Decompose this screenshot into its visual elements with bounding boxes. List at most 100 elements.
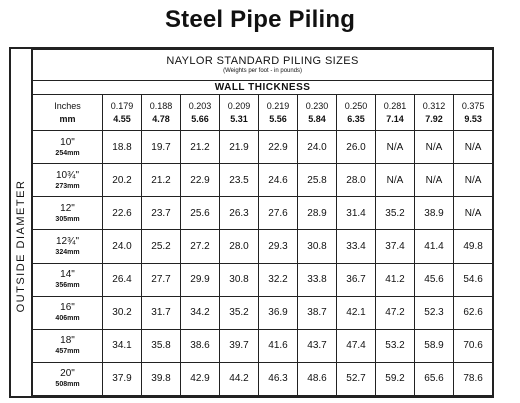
thickness-inches: 0.375 xyxy=(461,100,485,111)
weight-cell: 41.2 xyxy=(375,262,415,297)
weight-cell: 52.3 xyxy=(414,295,454,330)
weight-cell: 24.0 xyxy=(297,130,337,165)
diameter-inches: 12" xyxy=(60,202,75,214)
outside-diameter-cell: 10¾" 273mm xyxy=(32,163,103,198)
weight-cell: 36.7 xyxy=(336,262,376,297)
weight-cell: 20.2 xyxy=(102,163,142,198)
caption-row: NAYLOR STANDARD PILING SIZES (Weights pe… xyxy=(31,48,494,82)
weight-cell: 38.9 xyxy=(414,196,454,231)
weight-cell: 26.3 xyxy=(219,196,259,231)
thickness-inches: 0.230 xyxy=(305,100,329,111)
weight-cell: 30.8 xyxy=(297,229,337,264)
weight-cell: 26.0 xyxy=(336,130,376,165)
weight-cell: 47.2 xyxy=(375,295,415,330)
weight-cell: 27.7 xyxy=(141,262,181,297)
weight-cell: 48.6 xyxy=(297,361,337,397)
thickness-header-cell: 0.203 5.66 xyxy=(180,94,220,132)
thickness-header-cell: 0.230 5.84 xyxy=(297,94,337,132)
weight-cell: 43.7 xyxy=(297,328,337,363)
thickness-mm: 5.66 xyxy=(191,113,209,124)
weight-cell: 41.6 xyxy=(258,328,298,363)
weight-cell: 53.2 xyxy=(375,328,415,363)
weight-cell: 42.1 xyxy=(336,295,376,330)
weight-cell: 23.5 xyxy=(219,163,259,198)
weight-cell: 36.9 xyxy=(258,295,298,330)
weight-cell: N/A xyxy=(375,163,415,198)
weight-cell: 54.6 xyxy=(452,262,494,297)
outside-diameter-cell: 10" 254mm xyxy=(32,130,103,165)
thickness-header-row: Inches mm 0.179 4.55 0.188 4.78 0.203 5.66 0.2… xyxy=(32,94,494,132)
weight-cell: 27.2 xyxy=(180,229,220,264)
table-row: 18" 457mm 34.1 35.8 38.6 39.7 41.6 43.7 47.4 53.2… xyxy=(32,328,494,363)
thickness-mm: 4.78 xyxy=(152,113,170,124)
weight-cell: 25.8 xyxy=(297,163,337,198)
weight-cell: 25.6 xyxy=(180,196,220,231)
weight-cell: 58.9 xyxy=(414,328,454,363)
thickness-header-cell: 0.179 4.55 xyxy=(102,94,142,132)
table-subcaption: (Weights per foot - in pounds) xyxy=(223,68,303,75)
weight-cell: 45.6 xyxy=(414,262,454,297)
diameter-mm: 356mm xyxy=(55,282,80,290)
weight-cell: N/A xyxy=(452,130,494,165)
thickness-header-cell: 0.209 5.31 xyxy=(219,94,259,132)
thickness-header-cell: 0.188 4.78 xyxy=(141,94,181,132)
weight-cell: 30.2 xyxy=(102,295,142,330)
thickness-mm: 5.84 xyxy=(308,113,326,124)
thickness-inches: 0.203 xyxy=(188,100,212,111)
weight-cell: 37.4 xyxy=(375,229,415,264)
weight-cell: 46.3 xyxy=(258,361,298,397)
weight-cell: 47.4 xyxy=(336,328,376,363)
weight-cell: 41.4 xyxy=(414,229,454,264)
weight-cell: 70.6 xyxy=(452,328,494,363)
weight-cell: 65.6 xyxy=(414,361,454,397)
weight-cell: 32.2 xyxy=(258,262,298,297)
weight-cell: 62.6 xyxy=(452,295,494,330)
diameter-inches: 18" xyxy=(60,335,75,347)
diameter-mm: 305mm xyxy=(55,215,80,223)
diameter-inches: 10" xyxy=(60,136,75,148)
weight-cell: 34.2 xyxy=(180,295,220,330)
weight-cell: 38.7 xyxy=(297,295,337,330)
weight-cell: 35.2 xyxy=(375,196,415,231)
thickness-inches: 0.179 xyxy=(110,100,134,111)
thickness-header-cell: 0.250 6.35 xyxy=(336,94,376,132)
diameter-inches: 14" xyxy=(60,269,75,281)
weight-cell: 19.7 xyxy=(141,130,181,165)
weight-cell: 39.8 xyxy=(141,361,181,397)
diameter-mm: 324mm xyxy=(55,249,80,257)
weight-cell: 22.9 xyxy=(180,163,220,198)
thickness-mm: 4.55 xyxy=(113,113,131,124)
weight-cell: 29.9 xyxy=(180,262,220,297)
weight-cell: 33.4 xyxy=(336,229,376,264)
piling-sizes-table: NAYLOR STANDARD PILING SIZES (Weights pe… xyxy=(31,48,494,397)
table-row: 14" 356mm 26.4 27.7 29.9 30.8 32.2 33.8 36.7 41.2… xyxy=(32,262,494,297)
thickness-mm: 9.53 xyxy=(464,113,482,124)
outside-diameter-cell: 18" 457mm xyxy=(32,328,103,363)
weight-cell: 28.9 xyxy=(297,196,337,231)
weight-cell: 78.6 xyxy=(452,361,494,397)
outside-diameter-cell: 20" 508mm xyxy=(32,361,103,397)
weight-cell: 38.6 xyxy=(180,328,220,363)
weight-cell: 35.8 xyxy=(141,328,181,363)
thickness-inches: 0.209 xyxy=(227,100,251,111)
thickness-mm: 5.31 xyxy=(230,113,248,124)
weight-cell: 30.8 xyxy=(219,262,259,297)
table-row: 20" 508mm 37.9 39.8 42.9 44.2 46.3 48.6 52.7 59.2… xyxy=(32,361,494,397)
outside-diameter-cell: 14" 356mm xyxy=(32,262,103,297)
weight-cell: 22.9 xyxy=(258,130,298,165)
weight-cell: 22.6 xyxy=(102,196,142,231)
weight-cell: N/A xyxy=(452,163,494,198)
table-row: 16" 406mm 30.2 31.7 34.2 35.2 36.9 38.7 42.1 47.2… xyxy=(32,295,494,330)
outside-diameter-cell: 12" 305mm xyxy=(32,196,103,231)
diameter-mm: 273mm xyxy=(55,182,80,190)
weight-cell: 25.2 xyxy=(141,229,181,264)
thickness-mm: 5.56 xyxy=(269,113,287,124)
weight-cell: 23.7 xyxy=(141,196,181,231)
weight-cell: 49.8 xyxy=(452,229,494,264)
thickness-header-cell: 0.312 7.92 xyxy=(414,94,454,132)
thickness-inches: 0.281 xyxy=(383,100,407,111)
weight-cell: 37.9 xyxy=(102,361,142,397)
weight-cell: N/A xyxy=(452,196,494,231)
thickness-mm: 7.92 xyxy=(425,113,443,124)
weight-cell: N/A xyxy=(414,130,454,165)
